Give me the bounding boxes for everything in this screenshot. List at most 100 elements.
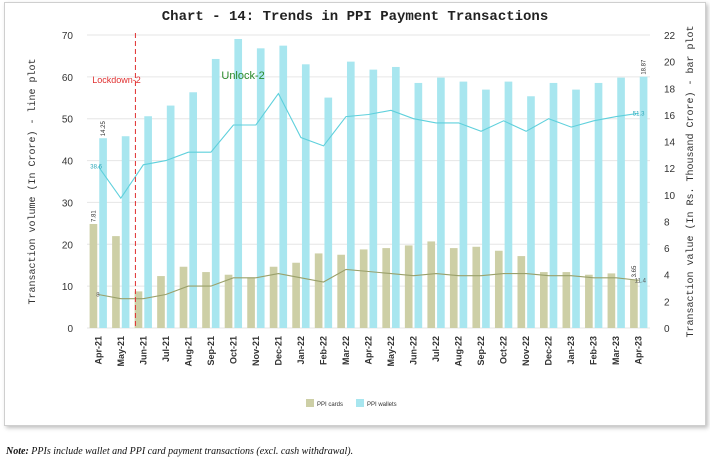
- data-label-cards-last: 3.65: [632, 265, 638, 277]
- bar-ppi-wallets: [549, 82, 558, 328]
- bar-ppi-wallets: [189, 92, 197, 328]
- legend-label-ppi-wallets: PPI wallets: [367, 402, 397, 408]
- left-tick-label: 10: [62, 282, 74, 293]
- left-tick-label: 70: [62, 31, 74, 42]
- bar-ppi-wallets: [211, 58, 220, 329]
- right-tick-label: 4: [664, 271, 670, 282]
- bar-ppi-cards: [202, 272, 210, 328]
- x-tick-label: May-21: [116, 336, 126, 367]
- footnote-text: PPIs include wallet and PPI card payment…: [28, 446, 354, 457]
- right-tick-label: 2: [664, 297, 670, 308]
- data-label-line-cards-first: 8: [96, 293, 100, 299]
- x-tick-label: Apr-23: [634, 336, 644, 365]
- x-tick-label: Jan-23: [566, 336, 576, 365]
- x-tick-label: Feb-23: [589, 336, 599, 365]
- line-ppi-wallets: [97, 92, 639, 200]
- x-tick-label: Jun-22: [409, 336, 419, 365]
- bar-ppi-wallets: [144, 116, 152, 328]
- left-tick-label: 30: [62, 198, 74, 209]
- x-tick-label: Sep-22: [476, 336, 486, 366]
- x-tick-label: Jul-21: [161, 336, 171, 362]
- bar-ppi-wallets: [459, 81, 468, 328]
- bar-ppi-wallets: [527, 96, 535, 328]
- x-tick-label: Jun-21: [138, 336, 148, 365]
- right-tick-label: 0: [664, 324, 670, 335]
- bar-ppi-cards: [585, 274, 593, 328]
- bar-ppi-cards: [517, 256, 526, 328]
- bar-ppi-cards: [382, 248, 391, 328]
- left-tick-label: 50: [62, 115, 74, 126]
- x-tick-label: Oct-22: [499, 336, 509, 364]
- bar-ppi-cards: [134, 291, 143, 328]
- x-tick-label: Mar-22: [341, 336, 351, 365]
- data-label-line-wallets-first: 38.6: [90, 164, 102, 170]
- bar-ppi-wallets: [121, 136, 130, 328]
- x-tick-label: Mar-23: [611, 336, 621, 365]
- bar-ppi-cards: [427, 241, 436, 328]
- x-tick-label: Aug-21: [183, 336, 193, 367]
- bar-ppi-wallets: [234, 38, 243, 328]
- data-label-line-wallets-last: 51.3: [633, 111, 645, 117]
- legend-swatch-ppi-cards: [306, 399, 314, 407]
- bar-ppi-cards: [314, 253, 323, 328]
- bar-ppi-cards: [157, 276, 165, 328]
- bar-ppi-cards: [449, 248, 458, 328]
- left-tick-label: 40: [62, 157, 74, 168]
- right-tick-label: 16: [664, 111, 676, 122]
- right-tick-label: 6: [664, 244, 670, 255]
- left-tick-label: 0: [67, 324, 73, 335]
- data-label-line-cards-last: 11.4: [635, 278, 647, 284]
- bar-ppi-cards: [540, 272, 548, 328]
- x-tick-label: Nov-22: [521, 336, 531, 366]
- legend-swatch-ppi-wallets: [356, 399, 364, 407]
- bar-ppi-cards: [269, 266, 278, 328]
- bar-ppi-wallets: [99, 138, 107, 328]
- x-tick-label: Apr-21: [93, 336, 103, 365]
- footnote-label: Note:: [6, 446, 29, 457]
- bar-ppi-wallets: [639, 76, 648, 328]
- bar-ppi-cards: [494, 250, 503, 328]
- right-tick-label: 18: [664, 84, 676, 95]
- bar-ppi-wallets: [414, 82, 423, 328]
- left-tick-label: 20: [62, 240, 74, 251]
- bar-ppi-cards: [630, 279, 638, 328]
- bar-ppi-cards: [224, 274, 233, 328]
- x-tick-label: Aug-22: [454, 336, 464, 367]
- right-tick-label: 20: [664, 58, 676, 69]
- bar-ppi-cards: [359, 249, 368, 328]
- chart-title: Chart - 14: Trends in PPI Payment Transa…: [161, 9, 549, 25]
- data-label-wallets-first: 14.25: [101, 121, 107, 137]
- x-tick-label: Jul-22: [431, 336, 441, 362]
- bar-ppi-wallets: [256, 48, 265, 329]
- bar-ppi-cards: [472, 246, 481, 328]
- x-tick-label: Feb-22: [318, 336, 328, 365]
- bar-ppi-wallets: [346, 61, 355, 329]
- data-label-cards-first: 7.81: [91, 210, 97, 222]
- bar-ppi-wallets: [166, 105, 175, 328]
- annotation-lockdown: Lockdown-2: [92, 75, 141, 85]
- bar-ppi-wallets: [617, 77, 625, 328]
- bar-ppi-wallets: [572, 89, 580, 328]
- bar-ppi-cards: [607, 273, 616, 328]
- x-tick-label: Dec-22: [544, 336, 554, 366]
- right-tick-label: 14: [664, 138, 676, 149]
- bar-ppi-wallets: [324, 97, 333, 328]
- x-tick-label: Sep-21: [206, 336, 216, 366]
- chart-svg: 0 10 20 30 40 50 60 70 0 2 4 6 8 10 12 14 16 18 20 22 Transa…: [27, 25, 697, 408]
- bar-ppi-wallets: [594, 82, 603, 328]
- legend-label-ppi-cards: PPI cards: [317, 402, 343, 408]
- line-ppi-cards: [98, 268, 639, 300]
- right-tick-label: 22: [664, 31, 676, 42]
- bar-ppi-cards: [247, 277, 255, 328]
- data-label-wallets-last: 18.87: [642, 59, 648, 75]
- left-axis-title: Transaction volume (In Crore) - line plo…: [27, 58, 39, 304]
- bar-ppi-cards: [89, 223, 98, 328]
- bar-ppi-wallets: [482, 89, 490, 328]
- footnote: Note: PPIs include wallet and PPI card p…: [6, 446, 353, 457]
- bar-ppi-wallets: [301, 64, 310, 329]
- bar-ppi-wallets: [437, 77, 445, 328]
- left-tick-label: 60: [62, 73, 74, 84]
- bar-ppi-cards: [562, 272, 571, 328]
- annotation-unlock: Unlock-2: [221, 70, 264, 82]
- right-tick-label: 8: [664, 217, 670, 228]
